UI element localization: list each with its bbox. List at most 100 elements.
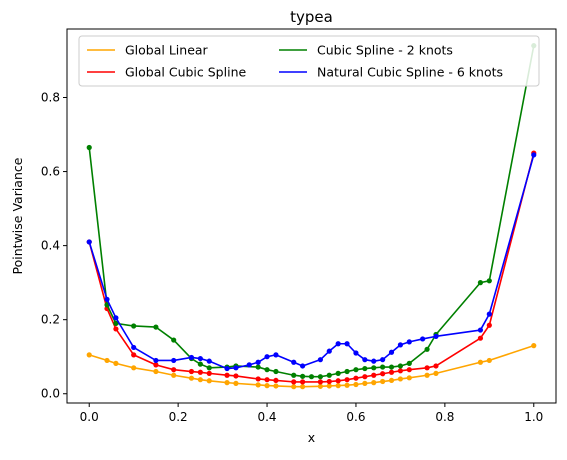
data-point [131,323,137,329]
data-point [388,369,395,375]
data-point [420,336,426,342]
axis-layer: 0.0 0.2 0.4 0.6 0.8 1.0 0.0 0.2 0.4 0.6 0.8 [41,91,543,424]
data-point [224,365,230,372]
legend-item: Cubic Spline - 2 knots [279,43,453,58]
data-point [255,376,261,382]
y-tick-label: 0.4 [41,239,60,253]
data-point [171,357,177,364]
data-point [255,364,261,370]
data-point [397,342,404,348]
data-point [224,380,230,386]
data-point [380,357,386,363]
data-point [486,278,492,284]
data-point [300,379,306,385]
data-point [397,376,404,382]
data-point [264,383,270,389]
data-point [188,375,195,381]
data-point [326,348,332,354]
data-point [131,352,137,358]
data-point [531,152,537,158]
data-point [362,365,368,372]
series-layer [86,43,537,390]
data-point [206,365,212,371]
data-point [291,384,297,390]
data-point [131,365,137,371]
data-point [531,343,537,349]
data-point [308,374,315,380]
data-point [86,239,92,245]
x-tick-label: 0.6 [346,410,365,424]
data-point [433,363,439,369]
data-point [264,377,270,383]
data-point [273,377,279,384]
data-point [477,359,484,365]
data-point [300,384,306,390]
data-point [344,368,350,375]
data-point [371,365,377,371]
data-point [424,372,430,378]
data-point [477,327,484,333]
y-tick-label: 0.2 [41,313,60,327]
legend-label: Global Cubic Spline [125,65,246,80]
data-point [388,377,395,384]
data-point [291,379,297,385]
legend-label: Global Linear [125,43,209,58]
data-point [477,335,484,341]
data-point [406,375,412,381]
data-point [388,349,395,355]
data-point [300,363,306,369]
plot-frame [66,28,557,404]
data-point [197,361,203,367]
y-tick-label: 0.0 [41,387,60,401]
data-point [153,357,159,364]
data-point [326,378,332,385]
legend: Global Linear Global Cubic Spline Cubic Sp… [78,35,540,87]
data-point [380,378,386,385]
data-point [264,367,270,373]
data-point [86,352,92,358]
data-point [397,363,404,369]
data-point [197,369,203,375]
data-point [233,365,239,371]
x-tick-label: 1.0 [524,410,543,424]
legend-label: Natural Cubic Spline - 6 knots [317,65,503,80]
data-point [273,352,279,358]
legend-box [78,35,540,87]
data-point [353,381,359,388]
data-point [273,383,279,389]
data-point [433,333,439,339]
data-point [424,346,430,352]
x-tick-label: 0.0 [80,410,99,424]
data-point [104,357,110,364]
data-point [335,383,341,389]
data-point [153,362,159,368]
y-tick-label: 0.8 [41,91,60,105]
data-point [371,380,377,386]
data-point [113,360,119,366]
data-point [424,365,430,371]
data-point [246,362,252,368]
data-point [171,372,177,378]
legend-item: Natural Cubic Spline - 6 knots [279,65,503,80]
data-point [486,322,492,328]
data-point [362,357,368,363]
data-point [326,372,332,378]
series-0 [86,343,537,390]
data-point [380,371,386,377]
data-point [224,372,230,378]
data-point [113,320,119,326]
data-point [113,326,119,332]
x-tick-label: 0.2 [169,410,188,424]
data-point [353,350,359,356]
data-point [291,359,297,365]
data-point [113,315,119,321]
legend-item: Global Cubic Spline [87,65,246,80]
data-point [317,374,323,380]
data-point [397,368,404,374]
data-point [353,375,359,381]
y-axis-label: Pointwise Variance [10,157,25,274]
data-point [264,354,270,360]
data-point [233,380,239,386]
data-point [362,374,368,380]
